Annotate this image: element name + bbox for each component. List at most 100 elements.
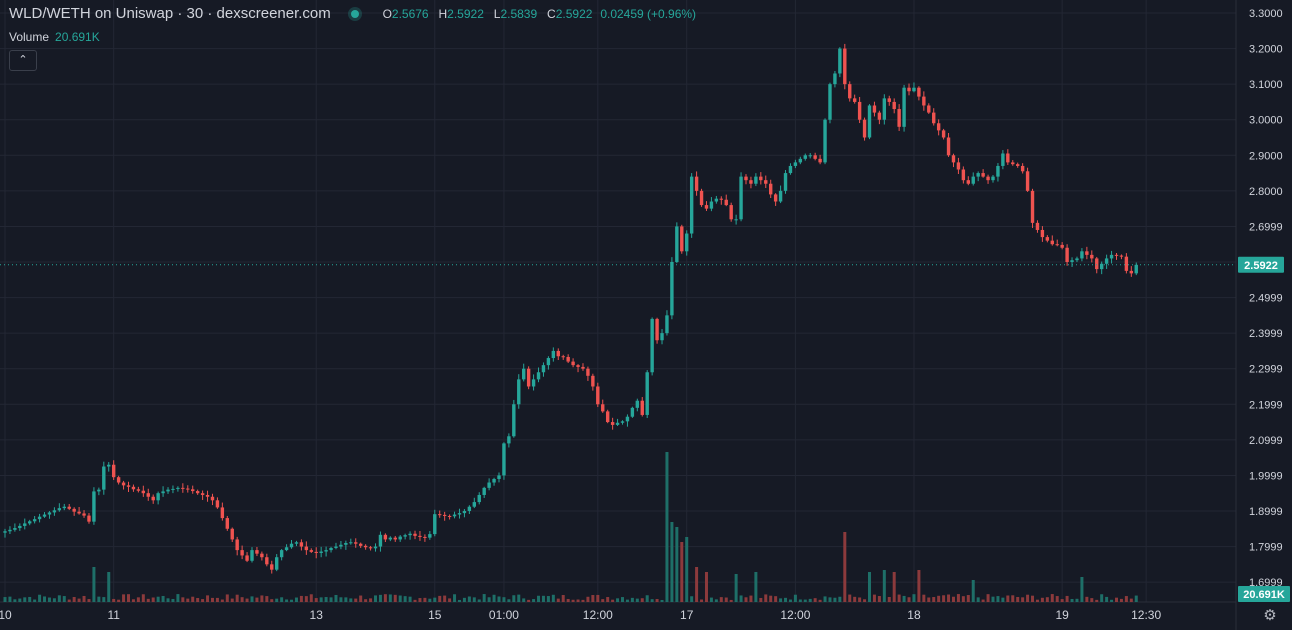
candle-body: [72, 508, 76, 512]
volume-bar: [853, 596, 857, 602]
volume-value: 20.691K: [55, 30, 100, 44]
candle-body: [536, 372, 541, 380]
volume-bar: [680, 542, 684, 602]
volume-bar: [1124, 596, 1128, 602]
candle-body: [57, 508, 62, 511]
low-label: L: [493, 7, 501, 21]
volume-bar: [230, 598, 234, 602]
volume-bar: [378, 594, 382, 602]
volume-bar: [596, 594, 600, 602]
candle-body: [546, 358, 551, 366]
volume-bar: [1129, 598, 1133, 602]
volume-bar: [38, 594, 42, 602]
candle-body: [1119, 255, 1124, 257]
volume-bar: [606, 597, 610, 602]
candle-body: [596, 386, 600, 405]
candle-body: [1104, 258, 1109, 264]
x-tick-label: 01:00: [489, 608, 519, 622]
candle-body: [517, 379, 521, 405]
volume-bar: [986, 594, 990, 602]
candle-body: [136, 489, 141, 491]
candle-body: [773, 194, 778, 202]
candle-body: [146, 493, 150, 497]
volume-bar: [1100, 594, 1104, 602]
candle-body: [111, 464, 116, 478]
volume-bar: [57, 595, 61, 602]
volume-bar: [522, 598, 526, 602]
volume-bar: [141, 594, 145, 602]
candle-body: [462, 510, 467, 514]
candle-body: [358, 543, 363, 546]
candle-body: [769, 183, 773, 195]
volume-bar: [364, 599, 368, 602]
candle-body: [601, 404, 605, 412]
candle-body: [620, 421, 625, 423]
volume-bar: [235, 594, 239, 602]
candle-body: [245, 555, 249, 561]
candle-body: [477, 494, 481, 503]
volume-bar: [398, 595, 402, 602]
volume-bar: [739, 595, 743, 602]
x-tick-label: 17: [680, 608, 694, 622]
candle-body: [1109, 254, 1114, 259]
volume-bar: [917, 570, 921, 602]
candle-body: [304, 546, 309, 551]
chart-settings-button[interactable]: ⚙: [1262, 608, 1278, 624]
volume-bar: [527, 599, 531, 602]
candle-body: [951, 155, 956, 163]
volume-bar: [537, 595, 541, 602]
volume-bar: [907, 597, 911, 602]
candle-body: [759, 176, 763, 181]
candle-body: [502, 443, 506, 476]
volume-bar: [788, 599, 792, 602]
volume-bar: [393, 594, 397, 602]
candle-body: [591, 375, 595, 387]
volume-bar: [1085, 596, 1089, 602]
volume-bar: [245, 598, 249, 602]
candle-body: [848, 84, 852, 99]
candle-body: [28, 521, 32, 524]
volume-bar: [136, 597, 140, 602]
candle-body: [1099, 263, 1104, 270]
candle-body: [275, 557, 279, 570]
collapse-legend-button[interactable]: ⌃: [9, 50, 37, 71]
candle-body: [151, 496, 155, 501]
volume-bar: [220, 599, 224, 602]
candle-body: [1070, 260, 1074, 262]
volume-bar: [1055, 596, 1059, 602]
candle-body: [541, 365, 546, 373]
volume-bar: [872, 594, 876, 602]
volume-bar: [457, 599, 461, 602]
volume-bar: [566, 598, 570, 602]
candle-body: [1134, 264, 1138, 274]
volume-bar: [72, 597, 76, 602]
candle-body: [724, 199, 728, 206]
candle-body: [936, 123, 941, 131]
candle-body: [220, 507, 225, 519]
volume-bar: [803, 599, 807, 602]
volume-bar: [971, 580, 975, 602]
candle-body: [828, 84, 832, 120]
candle-body: [141, 490, 146, 494]
volume-bar: [1006, 595, 1010, 602]
candle-body: [354, 542, 358, 544]
candle-body: [487, 482, 491, 488]
candle-body: [1095, 258, 1099, 270]
candle-body: [265, 557, 269, 565]
candle-body: [670, 261, 674, 316]
candle-body: [191, 489, 195, 492]
volume-bar: [774, 596, 778, 602]
volume-bar: [561, 595, 565, 602]
candle-body: [383, 534, 388, 540]
candle-body: [823, 119, 827, 163]
volume-bar: [1035, 599, 1039, 602]
candle-body: [922, 96, 926, 106]
volume-bar: [645, 595, 649, 602]
volume-bar: [818, 599, 822, 602]
candle-body: [576, 365, 580, 367]
y-tick-label: 2.8000: [1249, 186, 1283, 198]
candle-body: [1011, 162, 1015, 165]
candle-body: [334, 546, 338, 548]
